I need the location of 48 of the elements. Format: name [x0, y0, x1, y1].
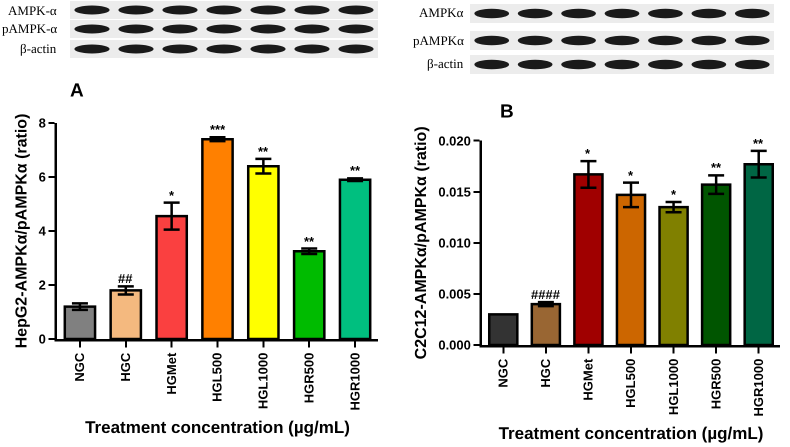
x-axis-title: Treatment concentration (µg/mL) — [85, 418, 350, 438]
x-tick-label: HGMet — [164, 352, 179, 395]
y-axis-title: HepG2-AMPKα/pAMPKα (ratio) — [13, 114, 30, 348]
annotation: ** — [304, 234, 316, 249]
y-tick-label: 8 — [38, 116, 46, 131]
y-tick-label: 0.000 — [438, 338, 471, 353]
y-tick-label: 0.020 — [438, 133, 471, 148]
x-tick-label: HGL500 — [623, 358, 638, 408]
chart-title: A — [70, 80, 84, 102]
text: pAMPK-α — [2, 21, 58, 36]
annotation: ** — [753, 136, 764, 151]
annotation: ** — [258, 144, 270, 159]
x-axis-title: Treatment concentration (µg/mL) — [498, 424, 764, 444]
y-tick-label: 0.005 — [438, 286, 471, 302]
x-tick-label: HGR500 — [708, 358, 724, 410]
x-tick-label: HGC — [118, 352, 134, 382]
text: β-actin — [427, 56, 464, 71]
annotation: ** — [350, 163, 362, 178]
text: AMPKα — [419, 5, 464, 20]
y-tick-label: 6 — [38, 170, 46, 185]
y-tick-label: 2 — [38, 278, 46, 293]
y-tick-label: 0 — [38, 332, 46, 347]
x-tick-label: NGC — [72, 352, 88, 382]
x-tick-label: HGR500 — [301, 352, 316, 404]
annotation: #### — [531, 287, 561, 302]
x-tick-label: HGL500 — [210, 352, 225, 402]
y-tick-label: 0.010 — [438, 235, 471, 250]
text: β-actin — [20, 41, 57, 56]
text: AMPK-α — [8, 3, 57, 18]
annotation: * — [671, 187, 677, 202]
x-tick-label: NGC — [496, 358, 511, 388]
x-tick-label: HGL1000 — [666, 358, 681, 416]
annotation: * — [628, 168, 634, 183]
annotation: *** — [210, 122, 226, 137]
chart-title: B — [500, 102, 514, 123]
annotation: ## — [118, 271, 134, 286]
y-tick-label: 0.015 — [438, 184, 471, 200]
text: pAMPKα — [413, 33, 464, 48]
annotation: ** — [711, 160, 722, 175]
x-tick-label: HGL1000 — [256, 352, 271, 410]
y-tick-label: 4 — [38, 224, 47, 239]
annotation: * — [585, 146, 591, 161]
y-axis-title: C2C12-AMPKα/pAMPKα (ratio) — [413, 126, 430, 360]
x-tick-label: HGR1000 — [347, 352, 362, 411]
x-tick-label: HGC — [538, 358, 554, 388]
annotation: * — [169, 188, 175, 203]
x-tick-label: HGMet — [580, 358, 596, 401]
x-tick-label: HGR1000 — [750, 358, 766, 417]
